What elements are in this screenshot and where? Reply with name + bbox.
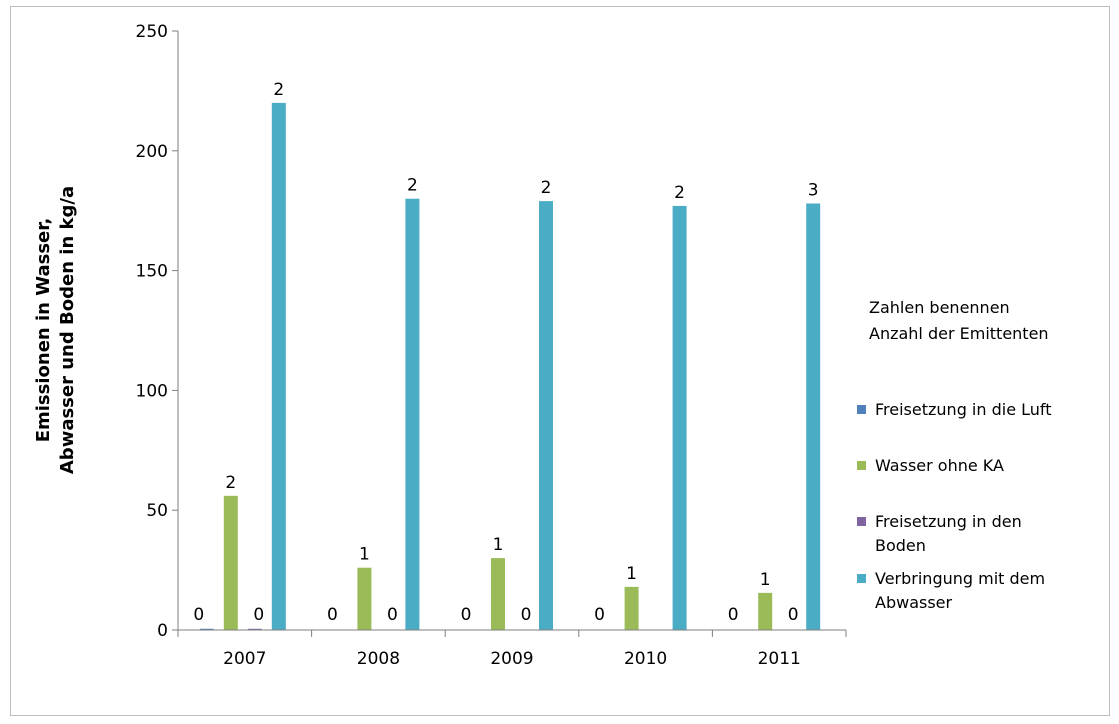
- legend-swatch: [857, 405, 866, 414]
- x-tick-label: 2011: [758, 649, 801, 669]
- data-label: 0: [193, 605, 204, 625]
- bar-1-2: [491, 558, 505, 630]
- data-label: 1: [493, 535, 504, 555]
- legend-label: Freisetzung in die Luft: [875, 400, 1052, 419]
- legend-label: Freisetzung in den: [875, 512, 1022, 531]
- data-label: 2: [541, 178, 552, 198]
- data-label: 2: [674, 183, 685, 203]
- legend-swatch: [857, 461, 866, 470]
- legend-label: Abwasser: [875, 593, 953, 612]
- legend-swatch: [857, 574, 866, 583]
- bar-0-0: [199, 628, 214, 630]
- y-tick-label: 50: [146, 501, 168, 521]
- legend-label: Wasser ohne KA: [875, 456, 1004, 475]
- legend-swatch: [857, 517, 866, 526]
- data-label: 0: [327, 605, 338, 625]
- data-label: 3: [808, 181, 819, 201]
- y-tick-label: 200: [136, 142, 168, 162]
- data-label: 2: [273, 80, 284, 100]
- data-label: 1: [626, 564, 637, 584]
- x-tick-label: 2008: [357, 649, 400, 669]
- bar-1-3: [624, 586, 639, 630]
- data-label: 0: [253, 605, 264, 625]
- data-label: 0: [461, 605, 472, 625]
- y-axis-title-line: Abwasser und Boden in kg/a: [57, 186, 78, 474]
- data-label: 0: [728, 605, 739, 625]
- data-label: 0: [594, 605, 605, 625]
- y-tick-label: 100: [136, 381, 168, 401]
- legend-label: Verbringung mit dem: [875, 569, 1045, 588]
- x-tick-label: 2010: [624, 649, 667, 669]
- x-tick-label: 2007: [223, 649, 266, 669]
- x-axis: 2007 2008 2009 2010 2011: [177, 629, 847, 669]
- chart-svg: Emissionen in Wasser, Abwasser und Boden …: [33, 22, 1052, 669]
- x-tick-label: 2009: [490, 649, 533, 669]
- bar-3-0: [271, 102, 286, 630]
- legend-label: Boden: [875, 536, 926, 555]
- y-axis: 0 50 100 150 200 250: [136, 22, 179, 641]
- y-axis-title-text: Emissionen in Wasser, Abwasser und Boden …: [33, 186, 78, 474]
- data-label: 0: [387, 605, 398, 625]
- bar-3-2: [539, 201, 553, 630]
- legend-note-line: Anzahl der Emittenten: [869, 324, 1049, 343]
- y-tick-label: 150: [136, 262, 168, 282]
- chart-area: Emissionen in Wasser, Abwasser und Boden …: [10, 6, 1110, 716]
- legend: Zahlen benennen Anzahl der Emittenten Frei…: [857, 298, 1052, 612]
- data-label: 0: [521, 605, 532, 625]
- bar-3-4: [806, 203, 821, 630]
- data-labels: 0 0 0 0 021 11 10 0 0 022 2 2 3: [193, 80, 818, 625]
- data-label: 2: [407, 176, 418, 196]
- data-label: 1: [760, 570, 771, 590]
- y-axis-title: Emissionen in Wasser, Abwasser und Boden …: [33, 186, 78, 474]
- bar-3-3: [672, 205, 687, 630]
- y-tick-label: 0: [157, 621, 168, 641]
- bar-1-0: [223, 495, 238, 630]
- bar-2-0: [247, 628, 262, 630]
- data-label: 1: [359, 545, 370, 565]
- legend-note-line: Zahlen benennen: [869, 298, 1010, 317]
- bar-1-1: [357, 567, 372, 630]
- data-label: 2: [225, 473, 236, 493]
- data-label: 0: [788, 605, 799, 625]
- y-axis-title-line: Emissionen in Wasser,: [33, 218, 54, 443]
- bars: [199, 102, 821, 630]
- bar-3-1: [405, 198, 420, 630]
- y-tick-label: 250: [136, 22, 168, 42]
- bar-1-4: [758, 592, 773, 630]
